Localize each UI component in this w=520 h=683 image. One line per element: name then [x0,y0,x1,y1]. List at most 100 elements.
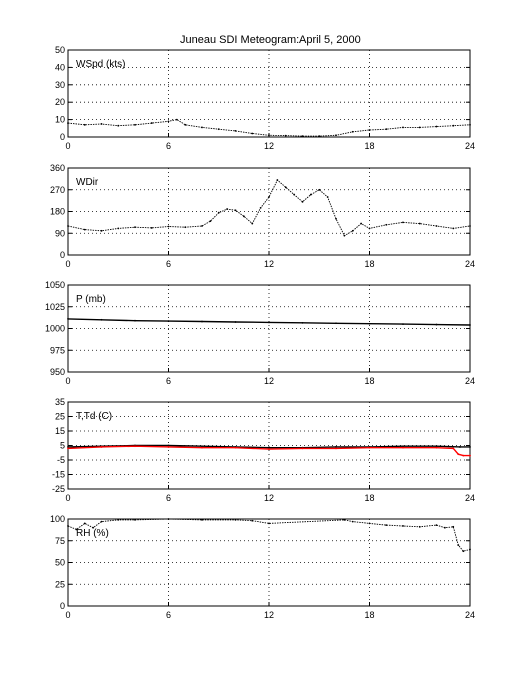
data-point [117,124,120,127]
y-tick-label: 100 [50,514,65,524]
data-point [251,519,254,522]
x-tick-label: 6 [166,259,171,269]
panel-label-rh: RH (%) [76,528,109,539]
data-point [75,528,78,531]
data-point [385,128,388,131]
panel-label-wdir: WDir [76,177,99,188]
data-point [351,520,354,523]
y-tick-label: 1025 [45,302,65,312]
data-point [469,324,471,326]
data-point [335,134,337,137]
y-tick-label: 950 [50,367,65,377]
y-tick-label: 180 [50,207,65,217]
data-point [284,134,287,137]
data-point [335,322,337,325]
data-point [301,447,304,450]
data-point [452,525,455,528]
data-point [418,126,421,129]
data-point [318,188,321,191]
data-point [318,135,321,138]
data-point [402,446,404,449]
data-point [457,453,460,456]
data-point [167,446,170,448]
data-point [443,526,446,529]
x-tick-label: 12 [264,493,274,503]
data-point [268,321,270,324]
y-tick-label: 1050 [45,280,65,290]
y-tick-label: -25 [52,484,65,494]
data-point [251,132,254,135]
x-tick-label: 18 [364,610,374,620]
x-tick-label: 18 [364,259,374,269]
data-point [67,225,69,227]
y-tick-label: 30 [55,80,65,90]
plot-frame [67,49,471,138]
data-point [167,444,170,447]
data-point [351,130,354,133]
data-point [368,522,371,525]
data-point [335,217,337,220]
data-point [67,447,69,450]
y-tick-label: 0 [60,250,65,260]
data-point [402,323,404,326]
data-point [134,123,136,126]
data-point [368,227,371,230]
x-tick-label: 24 [465,259,475,269]
data-point [100,446,103,448]
data-point [201,126,203,129]
data-point [150,227,153,229]
y-tick-label: 975 [50,345,65,355]
plot-frame [67,167,471,256]
y-tick-label: 35 [55,397,65,407]
x-tick-label: 12 [264,376,274,386]
x-tick-label: 18 [364,493,374,503]
data-point [83,228,86,231]
data-point [268,446,270,449]
y-tick-label: 5 [60,441,65,451]
data-point [418,222,421,225]
y-tick-label: 75 [55,536,65,546]
series-line-rh-0 [67,518,471,552]
figure-date: April 5, 2000 [299,34,361,46]
data-point [67,318,69,320]
data-point [301,321,304,324]
panel-label-wspd: WSpd (kts) [76,59,125,70]
data-point [242,215,245,218]
data-point [452,124,455,127]
data-point [402,221,404,224]
panel-pressure: 950 975 1000 1025 1050 0 6 12 18 24 P (mb) [45,280,475,386]
plot-frame [67,401,471,490]
y-tick-label: 360 [50,163,65,173]
data-point [368,446,371,449]
x-tick-label: 24 [465,376,475,386]
data-point [335,447,337,450]
data-point [234,209,237,212]
data-point [435,446,438,449]
x-tick-label: 0 [65,141,70,151]
data-point [201,445,203,448]
data-point [402,445,404,448]
panel-label-pressure: P (mb) [76,294,106,305]
data-point [201,518,203,521]
data-point [360,222,363,225]
data-point [234,518,237,521]
x-tick-label: 18 [364,141,374,151]
data-point [201,446,203,449]
y-tick-label: 0 [60,132,65,142]
panel-wdir: 0 90 180 270 360 0 6 12 18 24 WDir [50,163,475,269]
y-tick-label: 40 [55,62,65,72]
panel-label-temp-dewpoint: T,Td (C) [76,411,112,422]
y-tick-label: 10 [55,115,65,125]
data-point [184,226,187,229]
data-point [100,520,103,523]
data-point [351,229,354,232]
series-line-temp-dewpoint-1 [67,445,470,457]
data-point [134,319,136,322]
data-point [385,223,388,226]
data-point [268,522,270,525]
data-point [418,525,421,528]
data-point [459,446,461,448]
data-point [217,128,220,131]
